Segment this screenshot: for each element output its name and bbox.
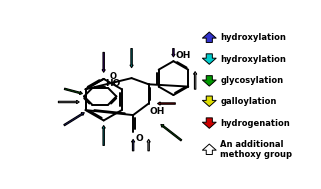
Text: hydroxylation: hydroxylation [221, 33, 286, 42]
Text: glycosylation: glycosylation [221, 76, 284, 85]
Text: O: O [110, 72, 117, 81]
Text: An additional
methoxy group: An additional methoxy group [221, 140, 292, 159]
Text: galloylation: galloylation [221, 97, 277, 106]
Text: HO: HO [105, 79, 121, 88]
Text: hydrogenation: hydrogenation [221, 119, 290, 128]
Text: hydroxylation: hydroxylation [221, 55, 286, 64]
Text: OH: OH [150, 107, 165, 116]
Text: O: O [135, 134, 143, 143]
Text: OH: OH [176, 51, 191, 60]
